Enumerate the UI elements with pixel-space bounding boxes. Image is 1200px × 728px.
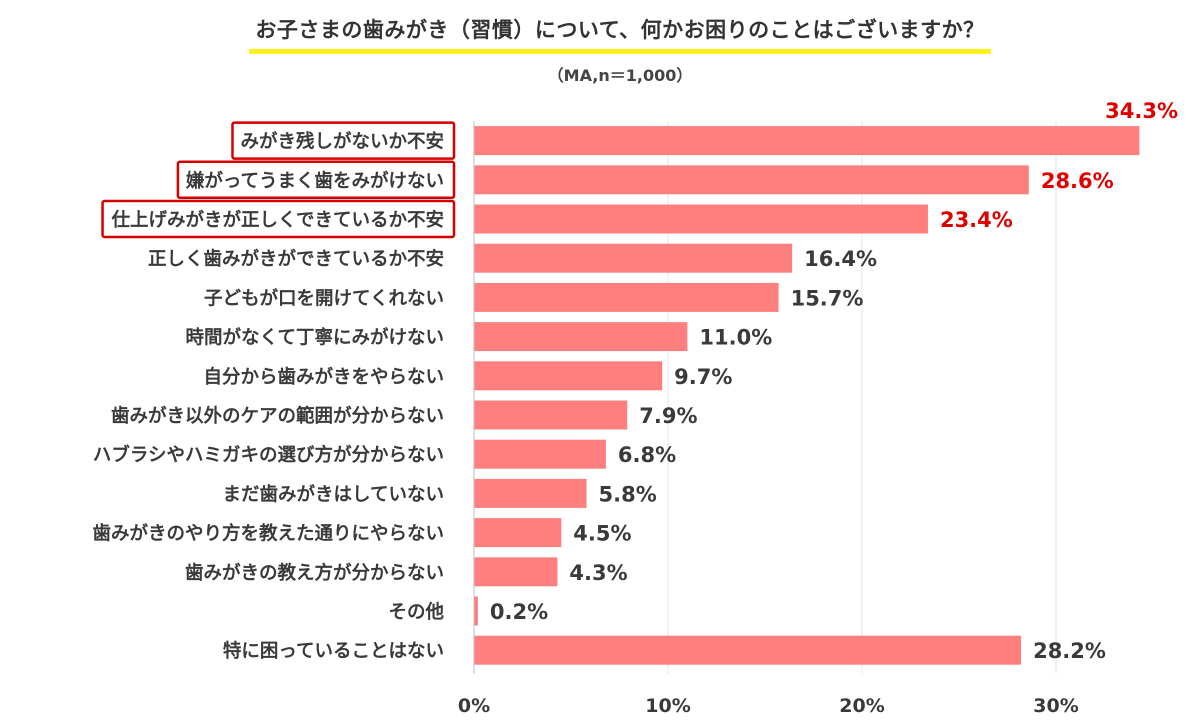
bar-9 <box>474 439 606 469</box>
category-label-2: 嫌がってうまく歯をみがけない <box>186 170 444 192</box>
bar-2 <box>474 165 1029 195</box>
value-label-6: 11.0% <box>699 326 772 350</box>
category-label-14: 特に困っていることはない <box>223 640 444 662</box>
value-label-2: 28.6% <box>1041 169 1114 193</box>
chart-title-wrap: お子さまの歯みがき（習慣）について、何かお困りのことはございますか？ <box>0 14 1200 54</box>
value-label-5: 15.7% <box>791 286 864 310</box>
bar-11 <box>474 518 562 548</box>
category-label-7: 自分から歯みがきをやらない <box>203 366 444 388</box>
bar-13 <box>474 596 478 626</box>
value-label-8: 7.9% <box>639 404 697 428</box>
category-label-10: まだ歯みがきはしていない <box>223 483 444 505</box>
value-label-13: 0.2% <box>490 600 548 624</box>
category-label-4: 正しく歯みがきができているか不安 <box>148 248 444 270</box>
value-label-4: 16.4% <box>804 247 877 271</box>
bar-10 <box>474 478 587 508</box>
value-label-11: 4.5% <box>573 522 631 546</box>
bar-4 <box>474 243 793 273</box>
highlight-box-2 <box>176 160 456 200</box>
value-label-12: 4.3% <box>569 561 627 585</box>
x-tick-label-20: 20% <box>839 695 884 717</box>
bar-1 <box>474 126 1140 156</box>
category-label-5: 子どもが口を開けてくれない <box>204 287 444 309</box>
category-label-9: ハブラシやハミガキの選び方が分からない <box>93 444 444 466</box>
category-label-3: 仕上げみがきが正しくできているか不安 <box>111 209 444 231</box>
category-label-11: 歯みがきのやり方を教えた通りにやらない <box>92 523 444 545</box>
category-label-1: みがき残しがないか不安 <box>240 131 444 153</box>
bar-14 <box>474 635 1022 665</box>
x-tick-label-30: 30% <box>1033 695 1078 717</box>
category-label-12: 歯みがきの教え方が分からない <box>185 562 444 584</box>
x-tick-label-0: 0% <box>458 695 490 717</box>
bar-7 <box>474 361 663 391</box>
category-label-8: 歯みがき以外のケアの範囲が分からない <box>111 405 444 427</box>
value-label-7: 9.7% <box>674 365 732 389</box>
value-label-3: 23.4% <box>940 208 1013 232</box>
chart-title: お子さまの歯みがき（習慣）について、何かお困りのことはございますか？ <box>249 14 991 54</box>
value-label-9: 6.8% <box>618 443 676 467</box>
value-label-14: 28.2% <box>1033 639 1106 663</box>
value-label-10: 5.8% <box>599 482 657 506</box>
value-label-1: 34.3% <box>1105 99 1178 123</box>
bar-8 <box>474 400 628 430</box>
x-tick-label-10: 10% <box>645 695 690 717</box>
bar-6 <box>474 322 688 352</box>
category-label-6: 時間がなくて丁寧にみがけない <box>186 327 444 349</box>
highlight-box-1 <box>231 121 456 160</box>
bar-5 <box>474 282 779 312</box>
bar-12 <box>474 557 558 587</box>
chart-subtitle: （MA,n＝1,000） <box>547 66 693 85</box>
category-label-13: その他 <box>388 601 444 623</box>
bar-3 <box>474 204 928 234</box>
highlight-box-3 <box>101 199 456 239</box>
